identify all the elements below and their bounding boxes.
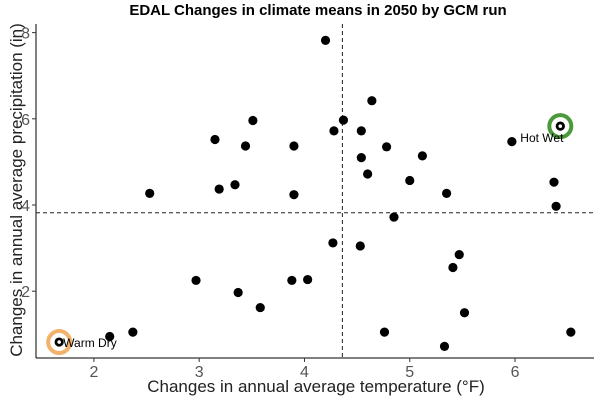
- data-point: [355, 241, 365, 251]
- highlight-ring: [547, 113, 574, 140]
- data-point: [320, 35, 331, 45]
- data-point: [363, 169, 373, 179]
- data-point: [328, 238, 338, 248]
- data-point: [549, 177, 559, 187]
- data-point: [417, 151, 427, 161]
- data-point: [230, 180, 240, 190]
- y-tick-label: 6: [21, 112, 30, 129]
- x-axis-label: Changes in annual average temperature (°…: [147, 377, 485, 396]
- data-point: [338, 115, 349, 125]
- data-point: [439, 341, 450, 351]
- data-point: [507, 137, 517, 147]
- data-point: [566, 327, 576, 337]
- data-point: [459, 308, 470, 318]
- annotations: Warm Dry Hot Wet: [57, 124, 564, 350]
- data-point: [145, 188, 155, 198]
- data-point: [128, 327, 138, 337]
- data-point: [289, 141, 299, 151]
- y-tick-label: 8: [21, 26, 30, 43]
- data-point: [367, 96, 377, 106]
- highlight-label: Hot Wet: [520, 131, 564, 145]
- data-point: [248, 115, 258, 126]
- data-point: [303, 274, 313, 285]
- x-tick-label: 6: [511, 364, 520, 381]
- x-tick-label: 3: [195, 364, 204, 381]
- axes: 2 3 4 5 6 2 4 6 8: [21, 24, 594, 381]
- highlight-point-center: [57, 340, 61, 344]
- highlight-rings: [46, 113, 574, 356]
- data-point: [356, 153, 366, 163]
- data-point: [405, 175, 415, 186]
- data-point: [448, 262, 458, 273]
- data-point: [233, 287, 243, 298]
- data-point: [191, 275, 201, 286]
- data-point: [289, 190, 299, 200]
- data-point: [551, 201, 561, 211]
- data-point: [255, 302, 265, 313]
- y-axis-label: Changes in annual average precipitation …: [7, 23, 26, 357]
- y-tick-label: 4: [21, 198, 30, 215]
- data-point: [389, 212, 399, 222]
- data-point: [454, 249, 464, 260]
- x-tick-label: 2: [89, 364, 98, 381]
- data-point: [214, 184, 224, 194]
- data-point: [287, 275, 297, 286]
- y-tick-label: 2: [21, 284, 30, 301]
- highlight-ring: [46, 329, 73, 356]
- data-point: [210, 134, 220, 145]
- chart-title: EDAL Changes in climate means in 2050 by…: [129, 2, 506, 19]
- data-point: [379, 327, 390, 337]
- x-tick-label: 4: [300, 364, 309, 381]
- data-point: [356, 126, 366, 136]
- data-point: [442, 188, 452, 198]
- x-tick-label: 5: [405, 364, 414, 381]
- data-point: [381, 142, 392, 152]
- data-point: [329, 126, 339, 136]
- reference-lines: [36, 24, 594, 358]
- highlight-point-center: [558, 124, 563, 128]
- data-points: [54, 35, 576, 351]
- data-point: [240, 141, 251, 151]
- highlight-label: Warm Dry: [63, 336, 117, 350]
- data-point: [105, 331, 115, 342]
